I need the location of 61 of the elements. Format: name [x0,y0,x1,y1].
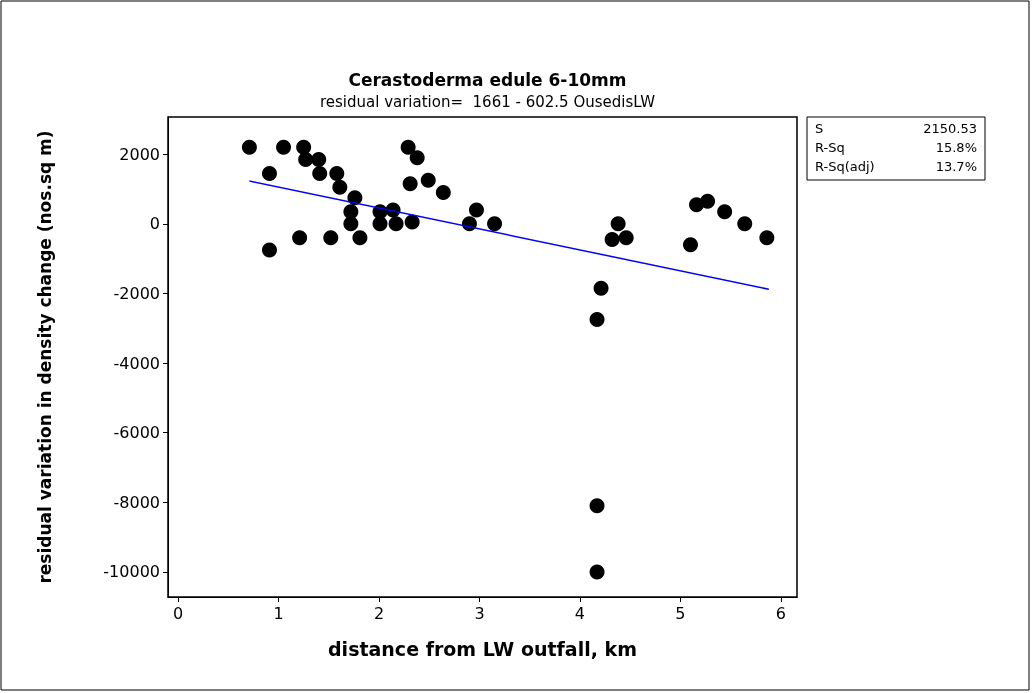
text: 2150.53 [923,121,977,136]
text: R-Sq(adj) [815,159,875,174]
point [296,139,312,155]
x-tick-label: 6 [775,603,787,623]
point [329,165,345,181]
point [332,179,348,195]
x-tick-label: 4 [574,603,586,623]
point [589,498,605,514]
point [343,216,359,232]
text: 13.7% [935,159,977,174]
text: S [815,121,824,136]
text: R-Sq [815,140,845,155]
point [298,151,314,167]
x-tick-label: 5 [675,603,686,623]
x-tick-label: 0 [172,603,184,623]
y-axis-title: residual variation in density change (nos.sq m) [34,130,55,584]
y-tick-label: -8000 [113,492,160,512]
point [420,172,436,188]
point [468,202,484,218]
point [400,139,416,155]
point [717,204,733,220]
point [700,193,716,209]
point [593,280,609,296]
text: 15.8% [935,140,977,155]
point [402,176,418,192]
point [276,139,292,155]
point [404,214,420,230]
y-tick-label: -6000 [113,423,160,443]
point [683,237,698,253]
y-tick-label: -10000 [103,562,160,582]
chart-title: Cerastoderma edule 6-10mm [348,69,627,90]
x-tick-label: 2 [373,603,385,623]
y-tick-label: -2000 [113,283,160,303]
point [604,232,620,248]
point [409,150,425,166]
point [618,230,634,246]
point [372,216,388,232]
point [589,564,605,580]
point [323,230,339,246]
point [343,204,359,220]
point [311,151,327,167]
point [487,216,503,232]
point [352,230,368,246]
chart-subtitle: residual variation= 1661 - 602.5 OusedisLW [319,92,656,111]
point [262,165,277,181]
y-tick-label: -4000 [113,353,160,373]
point [312,165,328,181]
point [737,216,753,232]
x-tick-label: 3 [474,603,485,623]
point [241,139,257,155]
y-tick-label: 2000 [119,144,160,164]
point [388,216,404,232]
point [759,230,775,246]
point [292,230,308,246]
point [589,312,605,328]
point [262,242,277,258]
x-tick-label: 1 [273,603,284,623]
y-tick-label: 0 [149,214,160,234]
point [610,216,626,232]
point [435,185,451,201]
x-axis-title: distance from LW outfall, km [328,637,637,660]
